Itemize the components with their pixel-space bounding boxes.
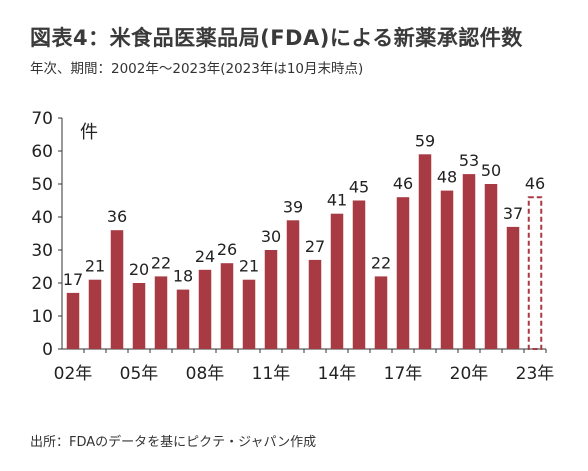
data-label: 30 <box>261 227 281 246</box>
chart-bars <box>66 154 543 350</box>
y-tick-label: 30 <box>31 241 53 261</box>
data-label: 39 <box>283 197 303 216</box>
bar <box>88 279 102 349</box>
x-tick-label: 02年 <box>54 364 93 384</box>
bar <box>374 276 388 349</box>
data-label: 46 <box>525 174 545 193</box>
x-tick-label: 23年 <box>516 364 555 384</box>
data-label: 20 <box>129 260 149 279</box>
x-axis-ticks: 02年 05年 08年 11年 14年 17年 20年 23年 <box>54 349 555 384</box>
bar <box>352 200 366 349</box>
data-label: 21 <box>85 257 105 276</box>
bar <box>462 174 476 349</box>
y-tick-label: 40 <box>31 208 53 228</box>
data-label: 22 <box>371 253 391 272</box>
data-label: 24 <box>195 247 215 266</box>
bar <box>154 276 168 349</box>
bar <box>198 269 212 349</box>
x-tick-label: 14年 <box>318 364 357 384</box>
bar <box>396 197 410 349</box>
data-label: 17 <box>63 270 83 289</box>
bar-partial-year <box>527 196 543 350</box>
data-label: 50 <box>481 161 501 180</box>
data-label: 46 <box>393 174 413 193</box>
bar <box>308 259 322 349</box>
chart-subtitle: 年次、期間：2002年～2023年(2023年は10月末時点) <box>30 61 364 77</box>
bar <box>176 289 190 349</box>
bar <box>110 230 124 349</box>
data-label: 59 <box>415 131 435 150</box>
y-unit-label: 件 <box>80 122 98 143</box>
bar <box>220 263 234 349</box>
y-axis-ticks: 0 10 20 30 40 50 60 70 <box>31 109 62 360</box>
data-label: 37 <box>503 204 523 223</box>
data-label: 48 <box>437 168 457 187</box>
data-label: 53 <box>459 151 479 170</box>
bar <box>484 184 498 349</box>
x-tick-label: 05年 <box>120 364 159 384</box>
data-label: 18 <box>173 267 193 286</box>
y-tick-label: 0 <box>42 340 53 360</box>
data-label: 41 <box>327 191 347 210</box>
bar <box>286 220 300 349</box>
bar <box>418 154 432 349</box>
y-tick-label: 60 <box>31 142 53 162</box>
y-tick-label: 50 <box>31 175 53 195</box>
data-label: 26 <box>217 240 237 259</box>
data-label: 45 <box>349 178 369 197</box>
y-tick-label: 70 <box>31 109 53 129</box>
bar <box>132 283 146 349</box>
bar <box>264 250 278 349</box>
x-tick-label: 08年 <box>186 364 225 384</box>
bar <box>440 190 454 349</box>
bar <box>506 226 520 349</box>
data-label: 21 <box>239 257 259 276</box>
y-tick-label: 10 <box>31 307 53 327</box>
bar <box>330 213 344 349</box>
source-note: 出所：FDAのデータを基にピクテ・ジャパン作成 <box>30 435 317 450</box>
data-label: 36 <box>107 207 127 226</box>
bar <box>66 292 80 349</box>
y-tick-label: 20 <box>31 274 53 294</box>
x-tick-label: 17年 <box>384 364 423 384</box>
x-tick-label: 20年 <box>450 364 489 384</box>
x-tick-label: 11年 <box>252 364 291 384</box>
bar <box>242 279 256 349</box>
chart-title: 図表4：米食品医薬品局(FDA)による新薬承認件数 <box>30 26 523 50</box>
data-label: 27 <box>305 237 325 256</box>
data-label: 22 <box>151 253 171 272</box>
